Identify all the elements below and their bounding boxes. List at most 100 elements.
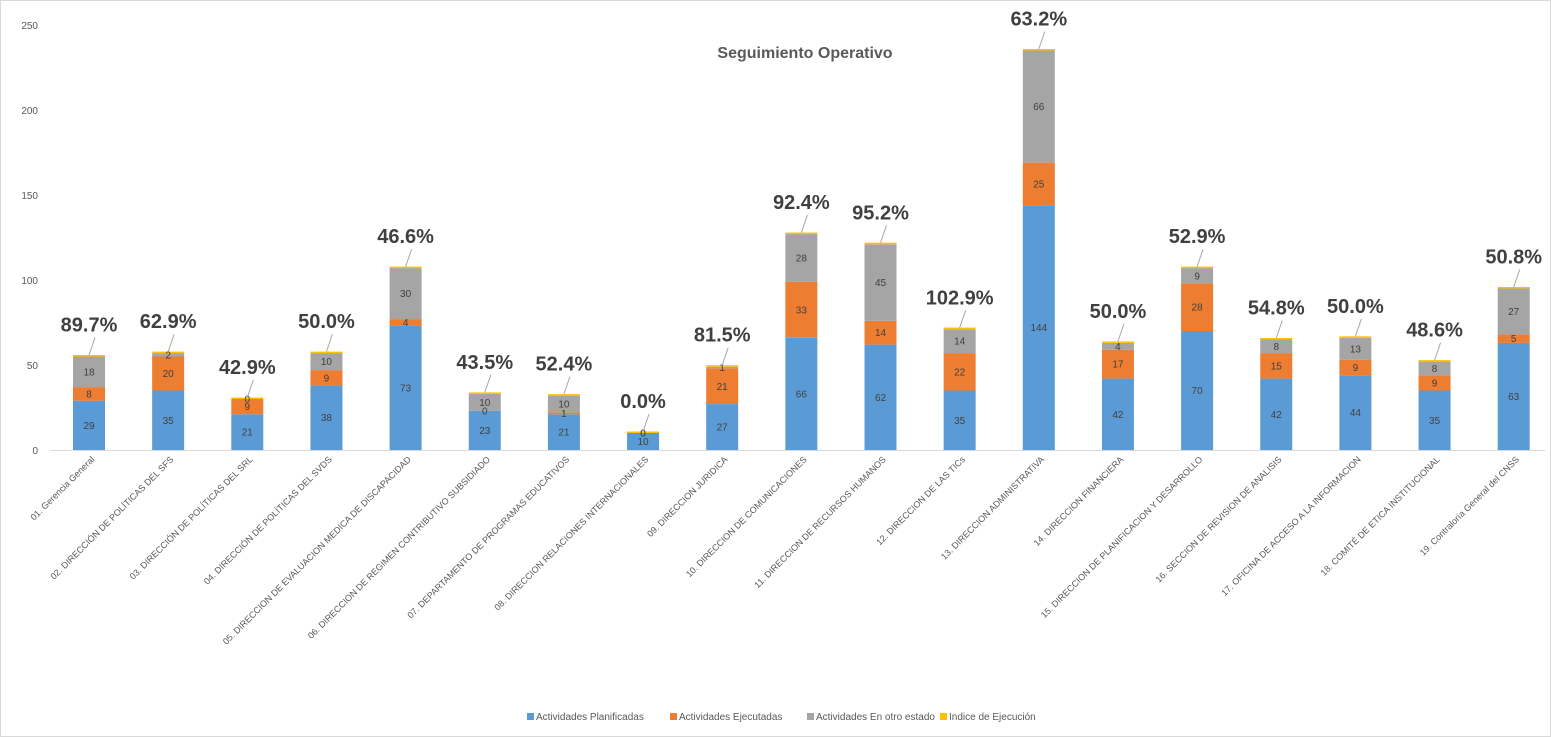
bar-segment-indice <box>73 354 105 357</box>
bar-segment-planificadas <box>1497 342 1530 450</box>
bar-segment-otro-estado <box>943 329 976 354</box>
y-tick-label: 250 <box>21 21 38 32</box>
execution-index-label: 92.4% <box>773 192 830 214</box>
segment-value-label: 35 <box>163 416 175 427</box>
bar-segment-ejecutadas <box>706 368 739 405</box>
bar-segment-ejecutadas <box>152 356 185 391</box>
bar-segment-otro-estado <box>152 353 185 357</box>
segment-value-label: 13 <box>1350 344 1362 355</box>
leader-line <box>1513 269 1521 288</box>
segment-value-label: 15 <box>1271 361 1283 372</box>
bar-segment-ejecutadas <box>1101 349 1134 379</box>
bar-segment-planificadas <box>1022 205 1055 450</box>
bar-segment-ejecutadas <box>547 412 580 415</box>
segment-value-label: 10 <box>321 357 333 368</box>
execution-index-label: 50.0% <box>1327 296 1384 318</box>
segment-value-label: 45 <box>875 278 887 289</box>
segment-value-label: 9 <box>1432 378 1438 389</box>
segment-value-label: 5 <box>1511 334 1517 345</box>
segment-value-label: 21 <box>242 428 254 439</box>
bar-segment-planificadas <box>1339 375 1372 450</box>
execution-index-label: 63.2% <box>1010 9 1067 31</box>
bar-segment-planificadas <box>706 404 739 450</box>
bar-segment-ejecutadas <box>1339 359 1372 376</box>
bar-segment-indice <box>706 365 739 367</box>
bar-segment-indice <box>1101 341 1134 343</box>
segment-value-label: 27 <box>1508 307 1520 318</box>
segment-value-label: 0 <box>640 429 646 440</box>
bar-segment-indice <box>1022 49 1055 51</box>
segment-value-label: 33 <box>796 305 808 316</box>
segment-value-label: 0 <box>245 395 251 406</box>
leader-line <box>1354 318 1362 337</box>
bar-segment-planificadas <box>389 325 422 450</box>
segment-value-label: 30 <box>400 289 412 300</box>
leader-line <box>484 374 492 393</box>
bar-segment-ejecutadas <box>1022 162 1055 206</box>
legend-label: Actividades Ejecutadas <box>679 712 782 723</box>
bar-segment-planificadas <box>152 390 185 450</box>
legend-label: Actividades Planificadas <box>536 712 644 723</box>
bar-segment-ejecutadas <box>943 353 976 391</box>
segment-value-label: 8 <box>86 389 92 400</box>
data-labels: 2981889.7%3520262.9%219042.9%3891050.0%7… <box>61 9 1543 449</box>
leader-line <box>325 333 333 352</box>
bar-segment-otro-estado <box>547 395 580 413</box>
segment-value-label: 9 <box>324 373 330 384</box>
segment-value-label: 8 <box>1432 364 1438 375</box>
bar-segment-ejecutadas <box>864 320 897 345</box>
segment-value-label: 28 <box>1192 303 1204 314</box>
execution-index-label: 50.8% <box>1485 247 1542 269</box>
segment-value-label: 70 <box>1192 386 1204 397</box>
segment-value-label: 18 <box>83 367 95 378</box>
segment-value-label: 144 <box>1030 323 1047 334</box>
execution-index-label: 102.9% <box>926 287 994 309</box>
bars <box>73 49 1530 450</box>
bar-segment-otro-estado <box>1339 337 1372 360</box>
segment-value-label: 21 <box>717 382 729 393</box>
bar-segment-planificadas <box>627 433 660 450</box>
legend: Actividades Planificadas Actividades Ejec… <box>527 712 1036 723</box>
segment-value-label: 35 <box>1429 416 1441 427</box>
execution-index-label: 52.4% <box>536 354 593 376</box>
segment-value-label: 38 <box>321 413 333 424</box>
bar-segment-planificadas <box>1101 378 1134 450</box>
segment-value-label: 9 <box>1353 363 1359 374</box>
bar-segment-planificadas <box>310 385 343 450</box>
bar-segment-indice <box>1260 338 1293 340</box>
leader-line <box>642 413 650 432</box>
bar-segment-otro-estado <box>785 234 818 282</box>
segment-value-label: 8 <box>1273 342 1279 353</box>
leader-line <box>1196 248 1204 267</box>
segment-value-label: 17 <box>1112 360 1124 371</box>
bar-segment-otro-estado <box>73 356 105 388</box>
leader-line <box>563 376 571 395</box>
segment-value-label: 42 <box>1271 410 1283 421</box>
segment-value-label: 14 <box>954 337 966 348</box>
segment-value-label: 35 <box>954 416 966 427</box>
bar-segment-indice <box>943 327 976 330</box>
bar-segment-ejecutadas <box>231 399 264 415</box>
segment-value-label: 66 <box>796 389 808 400</box>
bar-segment-ejecutadas <box>1260 353 1293 379</box>
execution-index-label: 42.9% <box>219 357 276 379</box>
segment-value-label: 9 <box>245 402 251 413</box>
legend-label: Indice de Ejecución <box>949 712 1036 723</box>
segment-value-label: 4 <box>1115 342 1121 353</box>
segment-value-label: 2 <box>165 350 171 361</box>
execution-index-label: 0.0% <box>620 391 666 413</box>
segment-value-label: 63 <box>1508 392 1520 403</box>
segment-value-label: 42 <box>1112 410 1124 421</box>
bar-segment-planificadas <box>468 410 501 450</box>
legend-swatch <box>807 713 814 720</box>
execution-index-label: 89.7% <box>61 315 118 337</box>
bar-segment-indice <box>468 392 501 394</box>
bar-segment-indice <box>231 397 264 399</box>
execution-index-label: 50.0% <box>298 311 355 333</box>
segment-value-label: 1 <box>719 363 725 374</box>
bar-segment-planificadas <box>231 414 264 450</box>
bar-segment-planificadas <box>1260 378 1293 450</box>
leader-line <box>800 214 808 233</box>
